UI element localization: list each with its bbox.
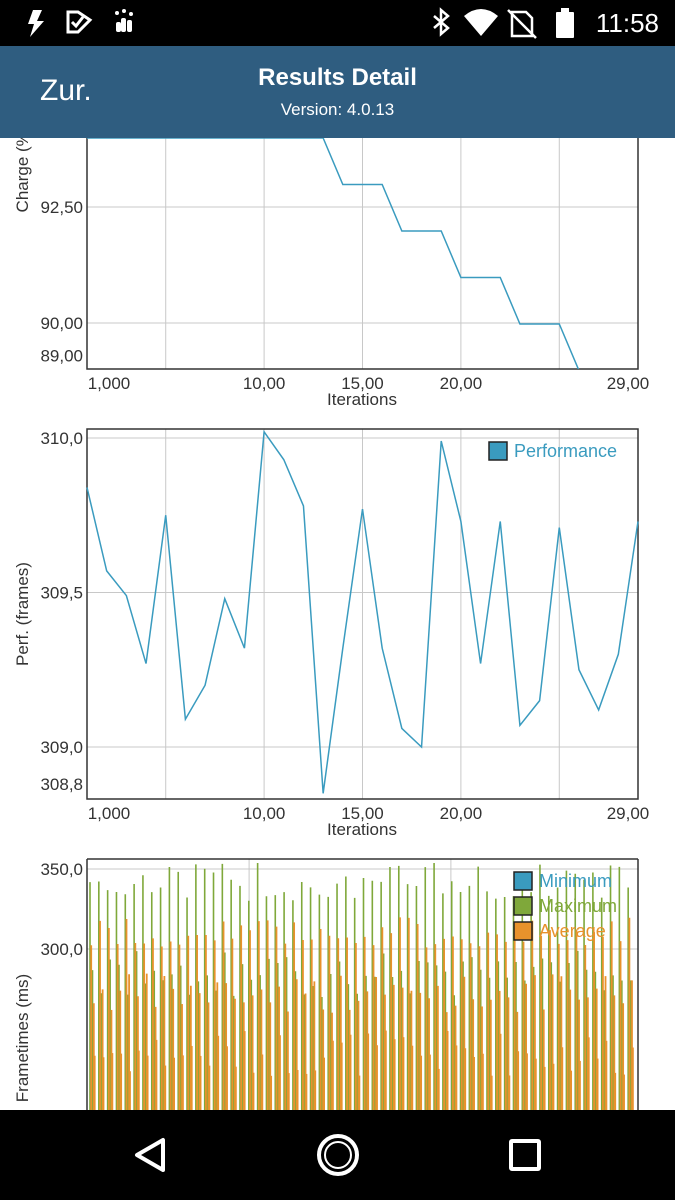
charge-y-tick-label: 89,00	[40, 346, 83, 365]
frametimes-legend-swatch-average	[513, 921, 533, 941]
charge-x-tick-label: 1,000	[88, 374, 131, 393]
performance-x-tick-label: 15,00	[341, 804, 384, 823]
frametimes-y-axis-label: Frametimes (ms)	[13, 974, 32, 1102]
app-bar: Zur. Results Detail Version: 4.0.13	[0, 46, 675, 138]
performance-y-tick-label: 309,5	[40, 584, 83, 603]
performance-x-axis-label: Iterations	[327, 820, 397, 839]
frametimes-legend-label-maximum: Maximum	[539, 896, 617, 916]
status-time: 11:58	[595, 8, 659, 38]
charge-y-tick-label: 92,50	[40, 198, 83, 217]
frametimes-legend-swatch-minimum	[513, 871, 533, 891]
performance-x-tick-label: 20,00	[440, 804, 483, 823]
bluetooth-icon	[433, 7, 450, 37]
download-check-icon	[66, 10, 93, 34]
charge-series-line	[87, 138, 580, 369]
charts-canvas: 92,50 90,00 89,00 1,000 10,00 15,00 20,00 29,00…	[13, 138, 650, 1110]
frametimes-chart: 350,0 300,0 Frametimes (ms) Minimum Maximum A…	[13, 858, 639, 1110]
performance-x-tick-label: 29,00	[607, 804, 650, 823]
touch-icon	[115, 9, 133, 32]
performance-legend-label: Performance	[514, 441, 617, 461]
back-button[interactable]: Zur.	[40, 74, 92, 107]
battery-icon	[556, 8, 574, 38]
frametimes-legend-label-minimum: Minimum	[539, 871, 612, 891]
performance-y-tick-label: 308,8	[40, 775, 83, 794]
frametimes-legend-label-average: Average	[539, 921, 606, 941]
charge-x-axis-label: Iterations	[327, 390, 397, 409]
performance-series-line	[86, 429, 639, 794]
status-icons	[28, 7, 574, 39]
status-bar: 11:58	[0, 0, 675, 46]
performance-legend-swatch	[488, 441, 508, 461]
navigation-bar	[0, 1110, 675, 1200]
charge-x-tick-label: 20,00	[440, 374, 483, 393]
home-circle-icon[interactable]	[317, 1134, 359, 1176]
performance-y-tick-label: 310,0	[40, 429, 83, 448]
no-sim-icon	[507, 9, 537, 39]
charts-scroll-area[interactable]: 92,50 90,00 89,00 1,000 10,00 15,00 20,00 29,00…	[0, 138, 675, 1110]
performance-chart: 310,0 309,5 309,0 308,8 1,000 10,00 15,00 20,00…	[13, 428, 650, 839]
frametimes-legend-swatch-maximum	[513, 896, 533, 916]
charge-x-tick-label: 29,00	[607, 374, 650, 393]
back-triangle-icon[interactable]	[135, 1138, 165, 1172]
performance-legend: Performance	[488, 441, 617, 461]
recents-square-icon[interactable]	[509, 1139, 541, 1171]
wifi-icon	[464, 9, 498, 36]
charge-x-tick-label: 10,00	[243, 374, 286, 393]
performance-y-tick-label: 309,0	[40, 738, 83, 757]
charge-x-tick-label: 15,00	[341, 374, 384, 393]
charge-y-axis-label: Charge (%)	[13, 138, 32, 212]
flash-icon	[28, 10, 44, 37]
page-title: Results Detail	[258, 64, 417, 91]
frametimes-y-tick-label: 300,0	[40, 940, 83, 959]
charge-y-tick-label: 90,00	[40, 314, 83, 333]
performance-x-tick-label: 10,00	[243, 804, 286, 823]
performance-x-tick-label: 1,000	[88, 804, 131, 823]
frametimes-legend: Minimum Maximum Average	[513, 871, 617, 941]
frametimes-bars	[89, 862, 634, 1110]
charge-chart: 92,50 90,00 89,00 1,000 10,00 15,00 20,00 29,00…	[13, 138, 650, 409]
performance-y-axis-label: Perf. (frames)	[13, 562, 32, 666]
version-label: Version: 4.0.13	[280, 100, 395, 119]
frametimes-y-tick-label: 350,0	[40, 860, 83, 879]
